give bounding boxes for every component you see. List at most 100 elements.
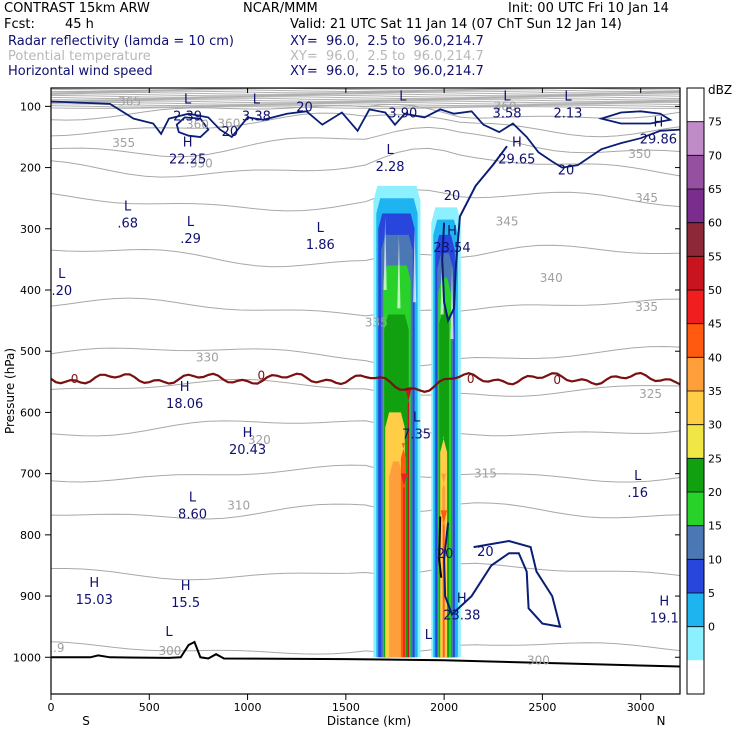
wind-extremum-value: 15.03 bbox=[76, 593, 113, 608]
theta-contours bbox=[51, 103, 680, 655]
field-name-wind: Horizontal wind speed bbox=[8, 64, 153, 79]
y-tick-label: 200 bbox=[20, 162, 41, 175]
x-axis-label: Distance (km) bbox=[327, 714, 411, 728]
theta-band-line bbox=[51, 91, 680, 95]
plot-background bbox=[51, 88, 680, 694]
wind-extremum-value: 19.1 bbox=[650, 611, 679, 626]
theta-band-line bbox=[51, 99, 680, 102]
theta-contour bbox=[51, 502, 680, 520]
wind-contour-label: 20 bbox=[558, 163, 575, 178]
wind-extremum-letter: H bbox=[89, 576, 99, 591]
colorbar-label: 45 bbox=[708, 318, 722, 331]
field-xy-theta: XY= 96.0, 2.5 to 96.0,214.7 bbox=[290, 49, 484, 64]
x-tick-label: 0 bbox=[48, 701, 55, 714]
y-axis-label: Pressure (hPa) bbox=[3, 348, 17, 434]
wind-extremum-value: 3.38 bbox=[242, 109, 271, 124]
colorbar-label: 55 bbox=[708, 250, 722, 263]
reflectivity-notch bbox=[383, 216, 387, 290]
theta-band-line bbox=[51, 101, 680, 105]
colorbar-label: 30 bbox=[708, 419, 722, 432]
theta-contour bbox=[51, 126, 680, 158]
colorbar-swatch bbox=[687, 256, 704, 290]
colorbar-label: 35 bbox=[708, 385, 722, 398]
wind-extremum-value: 2.13 bbox=[553, 106, 582, 121]
theta-label: 340 bbox=[540, 271, 563, 285]
reflectivity-notch bbox=[397, 234, 401, 309]
colorbar-swatch bbox=[687, 88, 704, 122]
theta-band-line bbox=[51, 89, 680, 92]
terrain-contour bbox=[51, 640, 680, 668]
theta-label: 320 bbox=[248, 433, 271, 447]
theta-label: 345 bbox=[496, 214, 519, 228]
valid-time: Valid: 21 UTC Sat 11 Jan 14 (07 ChT Sun … bbox=[290, 17, 622, 32]
wind-extremum-letter: H bbox=[447, 224, 457, 239]
x-tick-label: 500 bbox=[139, 701, 160, 714]
colorbar-label: 50 bbox=[708, 284, 722, 297]
theta-label: 360 bbox=[494, 99, 517, 113]
wind-extremum-value: 29.86 bbox=[640, 133, 677, 148]
theta-contour bbox=[51, 244, 680, 268]
reflectivity-cell-west bbox=[400, 473, 408, 658]
colorbar-swatch bbox=[687, 626, 704, 661]
wind-labels: L 2.39 L 3.38 L 3.90 L 3.58 L 2.13 H 29.86 H 22.25 L 2.… bbox=[51, 89, 678, 643]
wind-extremum-value: 23.38 bbox=[443, 608, 480, 623]
wind-contour-20 bbox=[443, 522, 562, 628]
colorbar-swatch bbox=[687, 357, 704, 391]
freezing-level-contour bbox=[51, 371, 680, 393]
theta-contour bbox=[51, 378, 680, 397]
colorbar-label: 70 bbox=[708, 149, 722, 162]
colorbar-swatch bbox=[687, 660, 704, 694]
wind-contour-label: 20 bbox=[296, 100, 313, 115]
reflectivity-cell-west bbox=[405, 387, 412, 658]
theta-band-line bbox=[51, 96, 680, 100]
theta-band-line bbox=[51, 94, 680, 98]
wind-extremum-letter: L bbox=[503, 89, 511, 104]
colorbar-label: 25 bbox=[708, 452, 722, 465]
wind-contour-label: 20 bbox=[222, 125, 239, 140]
colorbar-swatch bbox=[687, 458, 704, 492]
wind-contour-20 bbox=[441, 145, 508, 324]
wind-extremum-value: 3.90 bbox=[388, 106, 417, 121]
theta-label: 360 bbox=[217, 117, 240, 131]
colorbar-swatch bbox=[687, 189, 704, 223]
wind-extremum-letter: L bbox=[413, 411, 421, 426]
colorbar-label: 40 bbox=[708, 351, 722, 364]
theta-band-line bbox=[51, 100, 680, 104]
theta-label: 360 bbox=[186, 118, 209, 132]
wind-contour-label: 20 bbox=[444, 189, 461, 204]
colorbar-swatch bbox=[687, 424, 704, 459]
theta-label: 350 bbox=[628, 147, 651, 161]
wind-extremum-letter: L bbox=[253, 92, 261, 107]
wind-extremum-value: 2.28 bbox=[376, 160, 405, 175]
wind-contours bbox=[51, 100, 680, 628]
theta-label: 300 bbox=[158, 644, 181, 658]
wind-extremum-letter: H bbox=[243, 426, 253, 441]
model-title: CONTRAST 15km ARW bbox=[4, 1, 150, 16]
y-tick-label: 900 bbox=[20, 590, 41, 603]
theta-contour bbox=[51, 297, 680, 317]
theta-contour bbox=[51, 189, 680, 212]
theta-contour bbox=[51, 464, 680, 483]
wind-extremum-value: .20 bbox=[51, 284, 72, 299]
theta-label: 0 bbox=[71, 372, 79, 386]
x-axis: 0 500 1000 1500 2000 2500 3000 bbox=[48, 88, 655, 714]
colorbar-swatch bbox=[687, 290, 704, 324]
wind-extremum-letter: L bbox=[634, 469, 642, 484]
wind-extremum-letter: H bbox=[653, 116, 663, 131]
wind-contour-20 bbox=[598, 110, 673, 125]
reflectivity-cell-west bbox=[389, 461, 403, 658]
wind-extremum-value: .16 bbox=[627, 486, 648, 501]
plot-frame bbox=[50, 87, 681, 695]
wind-extremum-value: 23.54 bbox=[433, 241, 470, 256]
theta-label: 330 bbox=[196, 350, 219, 364]
colorbar-swatch bbox=[687, 525, 704, 560]
colorbar-label: 65 bbox=[708, 183, 722, 196]
y-tick-label: 1000 bbox=[13, 651, 41, 664]
theta-label: 0 bbox=[553, 373, 561, 387]
theta-contour bbox=[51, 103, 680, 121]
wind-extremum-value: 29.65 bbox=[498, 152, 535, 167]
colorbar-label: 15 bbox=[708, 520, 722, 533]
field-xy-wind: XY= 96.0, 2.5 to 96.0,214.7 bbox=[290, 64, 484, 79]
